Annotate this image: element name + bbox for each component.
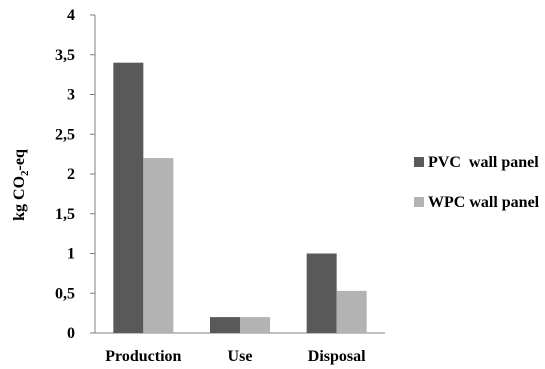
legend-label: WPC wall panel bbox=[428, 194, 540, 211]
y-tick-label: 0 bbox=[67, 325, 75, 342]
y-axis-label: kg CO2-eq bbox=[11, 149, 31, 221]
legend-swatch bbox=[414, 157, 424, 167]
bars bbox=[113, 62, 367, 333]
x-tick-label: Production bbox=[105, 348, 181, 365]
y-ticks: 0 0,5 1 1,5 2 2,5 3 3,5 4 bbox=[55, 7, 95, 342]
x-tick-labels: Production Use Disposal bbox=[105, 348, 366, 365]
bar-wpc-production bbox=[143, 158, 174, 333]
bar-pvc-disposal bbox=[306, 253, 337, 333]
bar-wpc-use bbox=[240, 317, 270, 333]
legend: PVC wall panel WPC wall panel bbox=[414, 154, 540, 211]
y-tick-label: 3,5 bbox=[55, 47, 75, 64]
bar-pvc-production bbox=[113, 62, 144, 333]
legend-label: PVC wall panel bbox=[428, 154, 539, 171]
y-tick-label: 2 bbox=[67, 166, 75, 183]
y-axis-label-main: kg CO bbox=[11, 176, 28, 221]
bar-pvc-use bbox=[210, 317, 240, 333]
y-tick-label: 1,5 bbox=[55, 206, 75, 223]
y-tick-label: 3 bbox=[67, 87, 75, 104]
x-tick-label: Disposal bbox=[308, 348, 366, 365]
legend-swatch bbox=[414, 197, 424, 207]
x-tick-label: Use bbox=[228, 348, 253, 365]
y-tick-label: 2,5 bbox=[55, 126, 75, 143]
bar-wpc-disposal bbox=[336, 290, 367, 333]
y-axis-label-sub: 2 bbox=[19, 170, 31, 176]
y-tick-label: 1 bbox=[67, 246, 75, 263]
y-axis-label-tail: -eq bbox=[11, 149, 28, 170]
y-tick-label: 4 bbox=[67, 7, 75, 24]
y-tick-label: 0,5 bbox=[55, 285, 75, 302]
